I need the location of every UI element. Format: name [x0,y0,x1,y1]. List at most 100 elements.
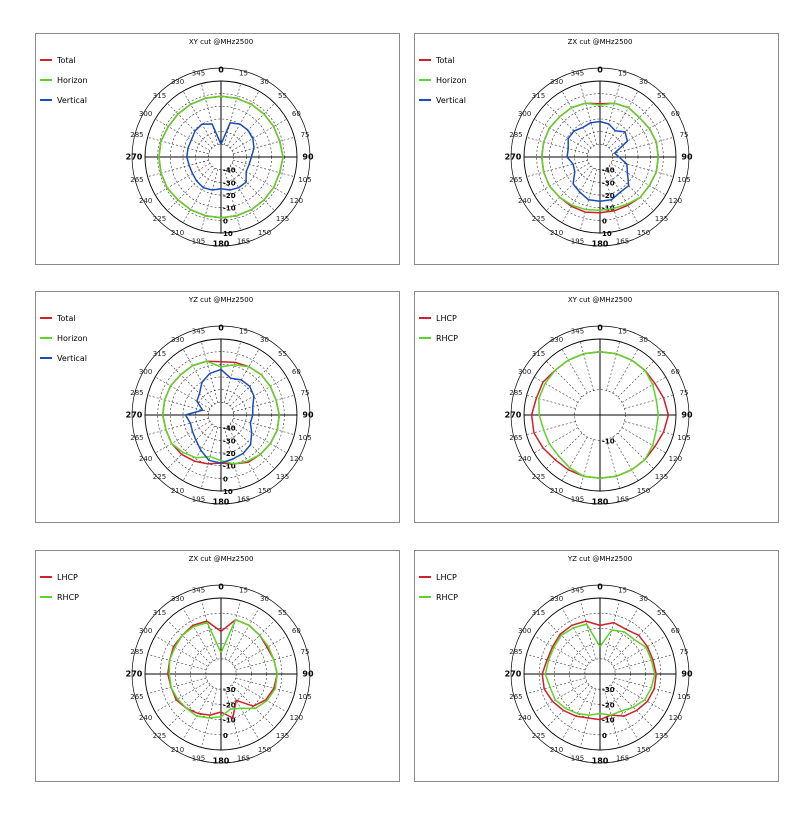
polar-spoke [617,432,654,469]
angle-label: 315 [153,92,166,100]
polar-spoke [147,677,207,694]
angle-label: 345 [571,327,584,335]
polar-spoke [201,600,218,660]
radial-tick-label: -30 [223,437,236,445]
angle-label: 225 [153,732,166,740]
angle-label: 60 [671,110,680,118]
angle-label: 150 [637,746,650,754]
polar-spoke [228,608,260,661]
angle-label: 345 [571,586,584,594]
angle-label: 75 [301,389,310,397]
angle-label: 180 [213,240,230,249]
polar-spoke [201,169,219,231]
angle-label: 150 [258,487,271,495]
angle-label: 195 [571,496,584,504]
angle-label: 210 [171,746,184,754]
angle-label: 60 [292,627,301,635]
polar-spoke [534,118,590,151]
angle-label: 15 [239,69,248,77]
polar-spoke [602,83,620,145]
polar-spoke [561,349,588,394]
series-line-vertical [186,121,255,191]
polar-spoke [580,439,594,489]
radial-tick-label: -10 [223,717,236,725]
angle-label: 265 [130,176,143,184]
polar-spoke [182,425,215,481]
radial-tick-label: -30 [223,686,236,694]
chart-title: XY cut @MHz2500 [189,38,253,46]
angle-label: 225 [532,732,545,740]
angle-label: 90 [302,153,314,162]
angle-label: 300 [518,110,531,118]
series-line-vertical [566,120,630,203]
angle-label: 315 [532,350,545,358]
angle-label: 0 [218,324,224,333]
angle-label: 15 [618,327,627,335]
angle-label: 105 [298,176,311,184]
angle-label: 105 [298,434,311,442]
angle-label: 135 [276,473,289,481]
polar-spoke [561,436,588,481]
polar-label-ring [131,325,311,505]
polar-spoke [201,83,219,145]
polar-spoke [612,349,639,394]
polar-spoke [234,681,287,713]
polar-spoke [526,395,576,409]
angle-label: 60 [292,368,301,376]
legend-label: Horizon [57,334,88,343]
polar-spoke [606,167,639,223]
polar-spoke [233,417,295,435]
radial-tick-label: -10 [223,205,236,213]
angle-label: 120 [290,197,303,205]
angle-label: 285 [130,131,143,139]
angle-label: 165 [237,755,250,763]
polar-spoke [610,163,666,196]
angle-label: 330 [550,336,563,344]
angle-label: 210 [171,487,184,495]
chart-panel-4: XY cut @MHz2500 0 15 30 55 60 75 90 105 120 135 150… [414,291,779,523]
polar-chart-6: YZ cut @MHz2500 0 15 30 55 60 75 90 105 120 135 150… [419,555,693,766]
angle-label: 225 [153,215,166,223]
polar-spoke [546,103,592,149]
angle-label: 315 [153,350,166,358]
polar-spoke [602,169,620,231]
angle-label: 150 [637,487,650,495]
angle-label: 210 [171,229,184,237]
angle-label: 180 [592,498,609,507]
polar-spoke [167,423,213,469]
polar-spoke [227,425,260,481]
polar-spoke [610,118,666,151]
angle-label: 195 [192,496,205,504]
angle-label: 195 [571,238,584,246]
polar-spoke [223,169,241,231]
polar-label-ring [510,67,690,247]
angle-label: 30 [639,595,648,603]
chart-title: ZX cut @MHz2500 [189,555,254,563]
angle-label: 195 [192,755,205,763]
radial-tick-label: 0 [223,217,228,225]
angle-label: 120 [669,197,682,205]
polar-spoke [612,137,674,155]
series-line-lhcp [167,618,278,719]
angle-label: 330 [171,336,184,344]
series-line-lhcp [541,620,657,721]
polar-spoke [621,427,666,454]
angle-label: 165 [237,238,250,246]
angle-label: 60 [292,110,301,118]
angle-label: 165 [237,496,250,504]
angle-label: 285 [130,389,143,397]
angle-label: 330 [171,595,184,603]
angle-label: 30 [639,336,648,344]
angle-label: 330 [171,78,184,86]
polar-spoke [147,137,209,155]
polar-spoke [606,341,620,391]
legend-label: Vertical [57,96,87,105]
legend-label: LHCP [436,314,457,323]
polar-spoke [182,608,214,661]
radial-tick-label: -30 [602,686,615,694]
angle-label: 55 [278,609,287,617]
polar-spoke [526,159,588,177]
series-line-horizon [161,360,281,465]
angle-label: 150 [637,229,650,237]
polar-label-ring [510,325,690,505]
